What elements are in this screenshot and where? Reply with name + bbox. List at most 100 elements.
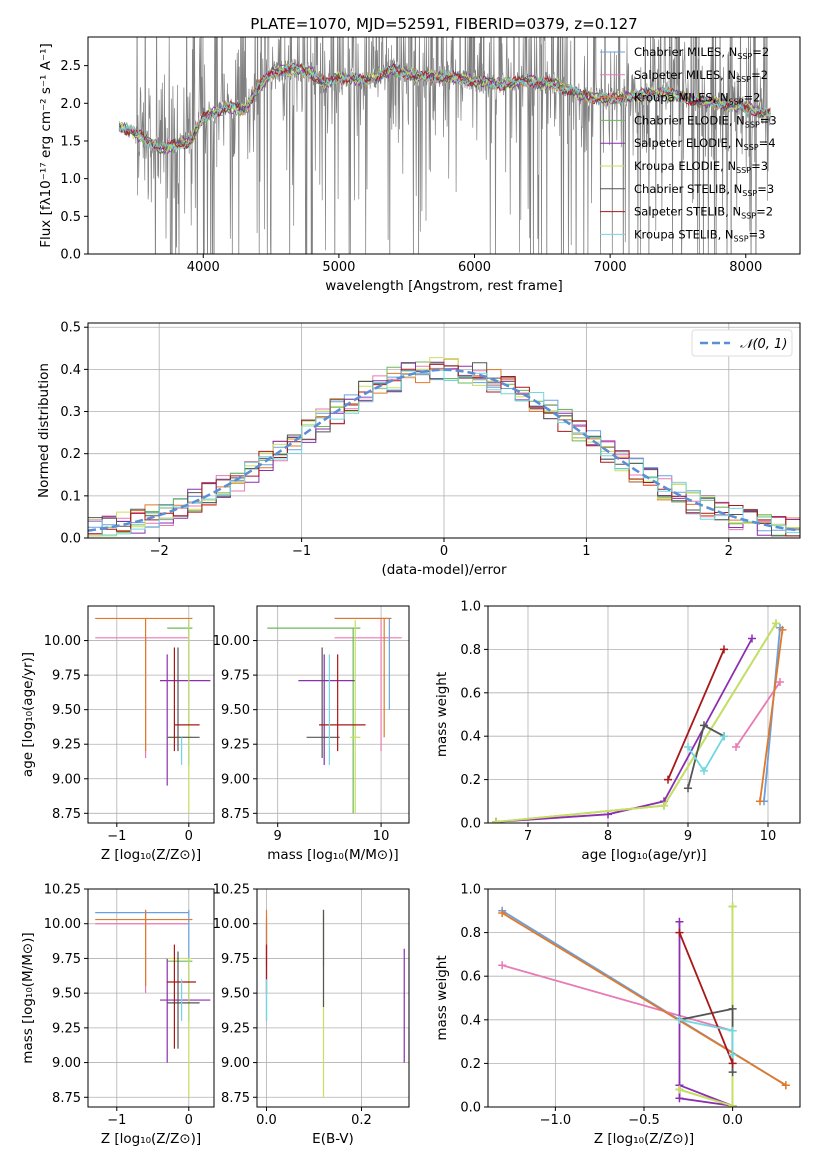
marker-kroupa_miles xyxy=(778,625,787,634)
y-tick-label: 0.0 xyxy=(60,248,81,263)
y-tick-label: 0.2 xyxy=(460,773,481,788)
y-tick-label: 0.4 xyxy=(60,363,81,378)
legend-box xyxy=(691,329,793,357)
axes-frame xyxy=(87,888,215,1108)
plot-area xyxy=(498,902,790,1107)
marker-kroupa_stelib xyxy=(728,1050,737,1059)
y-axis-label: Flux [fλ10⁻¹⁷ erg cm⁻² s⁻¹ A⁻¹] xyxy=(38,43,54,248)
marker-chabrier_stelib xyxy=(728,1068,737,1077)
chart-age_vs_mass: 9 10 8.75 9.00 9.25 9.50 9.75 10.00 mass [log₁₀(… xyxy=(213,605,410,863)
marker-chabrier_stelib xyxy=(728,1004,737,1013)
y-tick-label: 9.25 xyxy=(221,738,250,753)
marker-kroupa_miles xyxy=(781,1081,790,1090)
marker-kroupa_elodie xyxy=(728,1101,737,1107)
y-tick-label: 10.00 xyxy=(44,917,81,932)
marker-kroupa_elodie xyxy=(492,817,500,823)
plot-area xyxy=(118,37,771,254)
x-axis-label: E(B-V) xyxy=(312,1131,354,1147)
x-tick-label: 4000 xyxy=(187,260,220,275)
marker-kroupa_miles xyxy=(756,797,764,806)
x-tick-label: 2 xyxy=(725,544,733,559)
y-tick-label: 9.25 xyxy=(52,1021,81,1036)
x-tick-label: −1 xyxy=(107,829,126,844)
y-tick-label: 0.1 xyxy=(60,489,81,504)
x-axis-label: wavelength [Angstrom, rest frame] xyxy=(325,278,563,294)
legend-label-normal: 𝒩(0, 1) xyxy=(740,337,787,352)
x-tick-label: 0.0 xyxy=(722,1113,743,1128)
series-chabrier_stelib xyxy=(679,1007,734,1073)
series-salpeter_stelib xyxy=(667,649,725,780)
marker-kroupa_stelib xyxy=(728,1026,737,1035)
x-tick-label: 1 xyxy=(582,544,590,559)
marker-salpeter_stelib xyxy=(720,645,728,654)
y-tick-label: 9.50 xyxy=(52,987,81,1002)
y-tick-label: 1.0 xyxy=(460,600,481,615)
histogram-kroupa_stelib xyxy=(88,369,800,536)
x-axis-label: Z [log₁₀(Z/Z⊙)] xyxy=(594,1131,694,1147)
x-tick-label: 10 xyxy=(760,829,777,844)
normal-curve xyxy=(88,368,800,532)
x-tick-label: 7 xyxy=(524,829,532,844)
x-tick-label: 0 xyxy=(185,1113,193,1128)
y-tick-label: 0.5 xyxy=(60,321,81,336)
marker-salpeter_miles xyxy=(776,677,784,686)
series-salpeter_elodie xyxy=(678,921,733,1107)
y-tick-label: 9.75 xyxy=(221,952,250,967)
y-tick-label: 9.25 xyxy=(221,1021,250,1036)
y-tick-label: 1.0 xyxy=(60,172,81,187)
marker-salpeter_stelib xyxy=(664,775,672,784)
marker-kroupa_elodie xyxy=(660,801,668,810)
y-axis-label: mass weight xyxy=(434,672,450,757)
x-tick-label: 7000 xyxy=(594,260,627,275)
y-tick-label: 9.00 xyxy=(221,772,250,787)
marker-kroupa_stelib xyxy=(700,766,708,775)
y-tick-label: 9.00 xyxy=(221,1056,250,1071)
plot-area xyxy=(267,617,402,814)
y-tick-label: 9.75 xyxy=(52,952,81,967)
x-tick-label: 0 xyxy=(440,544,448,559)
x-tick-label: 0.2 xyxy=(351,1113,372,1128)
chart-spectrum: 4000 5000 6000 7000 8000 0.0 0.5 1.0 1.5 2.0 2.5 wa… xyxy=(38,36,801,294)
y-tick-label: 2.5 xyxy=(60,59,81,74)
y-tick-label: 8.75 xyxy=(52,807,81,822)
plot-area xyxy=(95,617,211,814)
legend-label-kroupa_stelib: Kroupa STELIB, NSSP=3 xyxy=(634,227,765,243)
y-axis-label: mass weight xyxy=(434,955,450,1040)
marker-kroupa_elodie xyxy=(772,619,780,628)
series-kroupa_miles xyxy=(501,912,787,1086)
marker-salpeter_stelib xyxy=(728,1059,737,1068)
series-salpeter_miles xyxy=(501,964,733,1032)
y-tick-label: 0.0 xyxy=(60,532,81,547)
y-tick-label: 10.00 xyxy=(44,634,81,649)
legend-label-salpeter_miles: Salpeter MILES, NSSP=2 xyxy=(634,68,768,84)
x-tick-label: −0.5 xyxy=(628,1113,660,1128)
y-axis-label: Normed distribution xyxy=(36,363,52,498)
chart-mass_vs_z: −1 0 8.75 9.00 9.25 9.50 9.75 10.00 10.25 Z [log₁… xyxy=(20,883,215,1147)
y-tick-label: 0.8 xyxy=(460,643,481,658)
series-salpeter_miles xyxy=(735,681,781,748)
y-tick-label: 0.5 xyxy=(60,210,81,225)
histogram-salpeter_stelib xyxy=(88,363,800,537)
x-axis-label: Z [log₁₀(Z/Z⊙)] xyxy=(101,847,201,863)
series-chabrier_elodie xyxy=(495,622,777,823)
plot-layer: 4000 5000 6000 7000 80000.00.51.01.52.02.5wa… xyxy=(20,36,801,1147)
series-chabrier_elodie xyxy=(679,906,734,1107)
marker-kroupa_stelib xyxy=(675,1015,684,1024)
x-axis-label: mass [log₁₀(M/M⊙)] xyxy=(267,847,398,863)
chart-residuals: −2 −1 0 1 2 0.0 0.1 0.2 0.3 0.4 0.5 (data-model)/er… xyxy=(36,321,801,578)
x-tick-label: 5000 xyxy=(322,260,355,275)
axes-frame xyxy=(256,605,410,824)
y-tick-label: 9.50 xyxy=(221,703,250,718)
x-tick-label: 6000 xyxy=(458,260,491,275)
marker-salpeter_stelib xyxy=(675,928,684,937)
x-tick-label: 0 xyxy=(185,829,193,844)
marker-chabrier_stelib xyxy=(684,784,692,793)
x-tick-label: 8000 xyxy=(729,260,762,275)
y-tick-label: 0.2 xyxy=(460,1057,481,1072)
marker-kroupa_elodie xyxy=(728,902,737,911)
y-tick-label: 9.75 xyxy=(52,669,81,684)
x-tick-label: 10 xyxy=(373,829,390,844)
y-tick-label: 0.4 xyxy=(460,1013,481,1028)
x-tick-label: 9 xyxy=(684,829,692,844)
y-tick-label: 9.75 xyxy=(221,669,250,684)
